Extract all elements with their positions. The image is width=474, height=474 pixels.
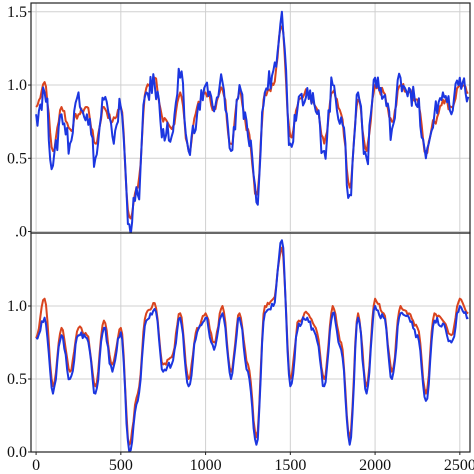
y-tick-label: 0.5 [7, 150, 27, 167]
bottom-panel: 0.0 0.5 1.0 0 500 1000 1500 2000 2500 [7, 232, 474, 474]
y-tick-label: 0.0 [7, 444, 27, 461]
x-tick-label: 0 [32, 457, 40, 474]
y-tick-label: .0 [15, 224, 27, 241]
top-panel: .0 0.5 1.0 1.5 [7, 2, 471, 241]
x-tick-label: 500 [109, 457, 133, 474]
plot-frame [30, 2, 471, 234]
plot-frame [30, 232, 471, 453]
y-tick-label: 1.0 [7, 298, 27, 315]
y-tick-label: 0.5 [7, 371, 27, 388]
series-line-blue [35, 10, 470, 233]
y-tick-label: 1.0 [7, 77, 27, 94]
x-tick-label: 1500 [274, 457, 306, 474]
series-line-blue [35, 239, 469, 452]
x-tick-label: 2000 [359, 457, 391, 474]
x-tick-label: 2500 [444, 457, 474, 474]
x-tick-label: 1000 [190, 457, 222, 474]
y-tick-label: 1.5 [7, 4, 27, 21]
